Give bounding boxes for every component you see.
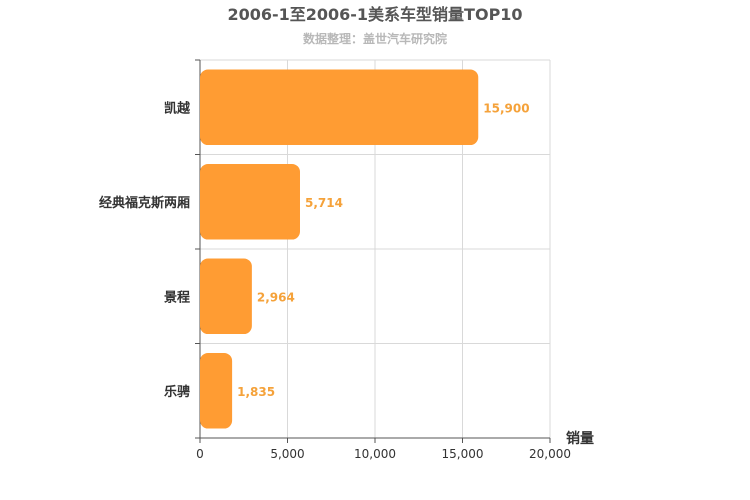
x-axis-title: 销量 [566, 430, 594, 447]
value-label: 1,835 [237, 385, 275, 399]
labels: 0 5,000 10,000 15,000 20,000 凯越 15,900 经典福克斯两厢 5… [99, 100, 571, 461]
value-label: 2,964 [257, 290, 295, 304]
category-label: 景程 [164, 290, 190, 305]
bars [200, 69, 479, 429]
x-tick-label: 10,000 [354, 447, 396, 461]
bar [200, 163, 300, 240]
value-label: 5,714 [305, 196, 343, 210]
chart-title: 2006-1至2006-1美系车型销量TOP10 [227, 5, 522, 24]
category-label: 乐骋 [164, 384, 190, 400]
bar [200, 69, 479, 146]
x-tick-label: 5,000 [270, 447, 304, 461]
category-label: 凯越 [164, 100, 191, 116]
category-label: 经典福克斯两厢 [99, 195, 190, 211]
bar [200, 258, 252, 335]
x-tick-label: 0 [196, 447, 204, 461]
chart-subtitle: 数据整理：盖世汽车研究院 [303, 31, 447, 46]
x-tick-label: 20,000 [529, 447, 571, 461]
value-label: 15,900 [483, 101, 529, 115]
x-tick-label: 15,000 [442, 447, 484, 461]
bar [200, 352, 233, 429]
